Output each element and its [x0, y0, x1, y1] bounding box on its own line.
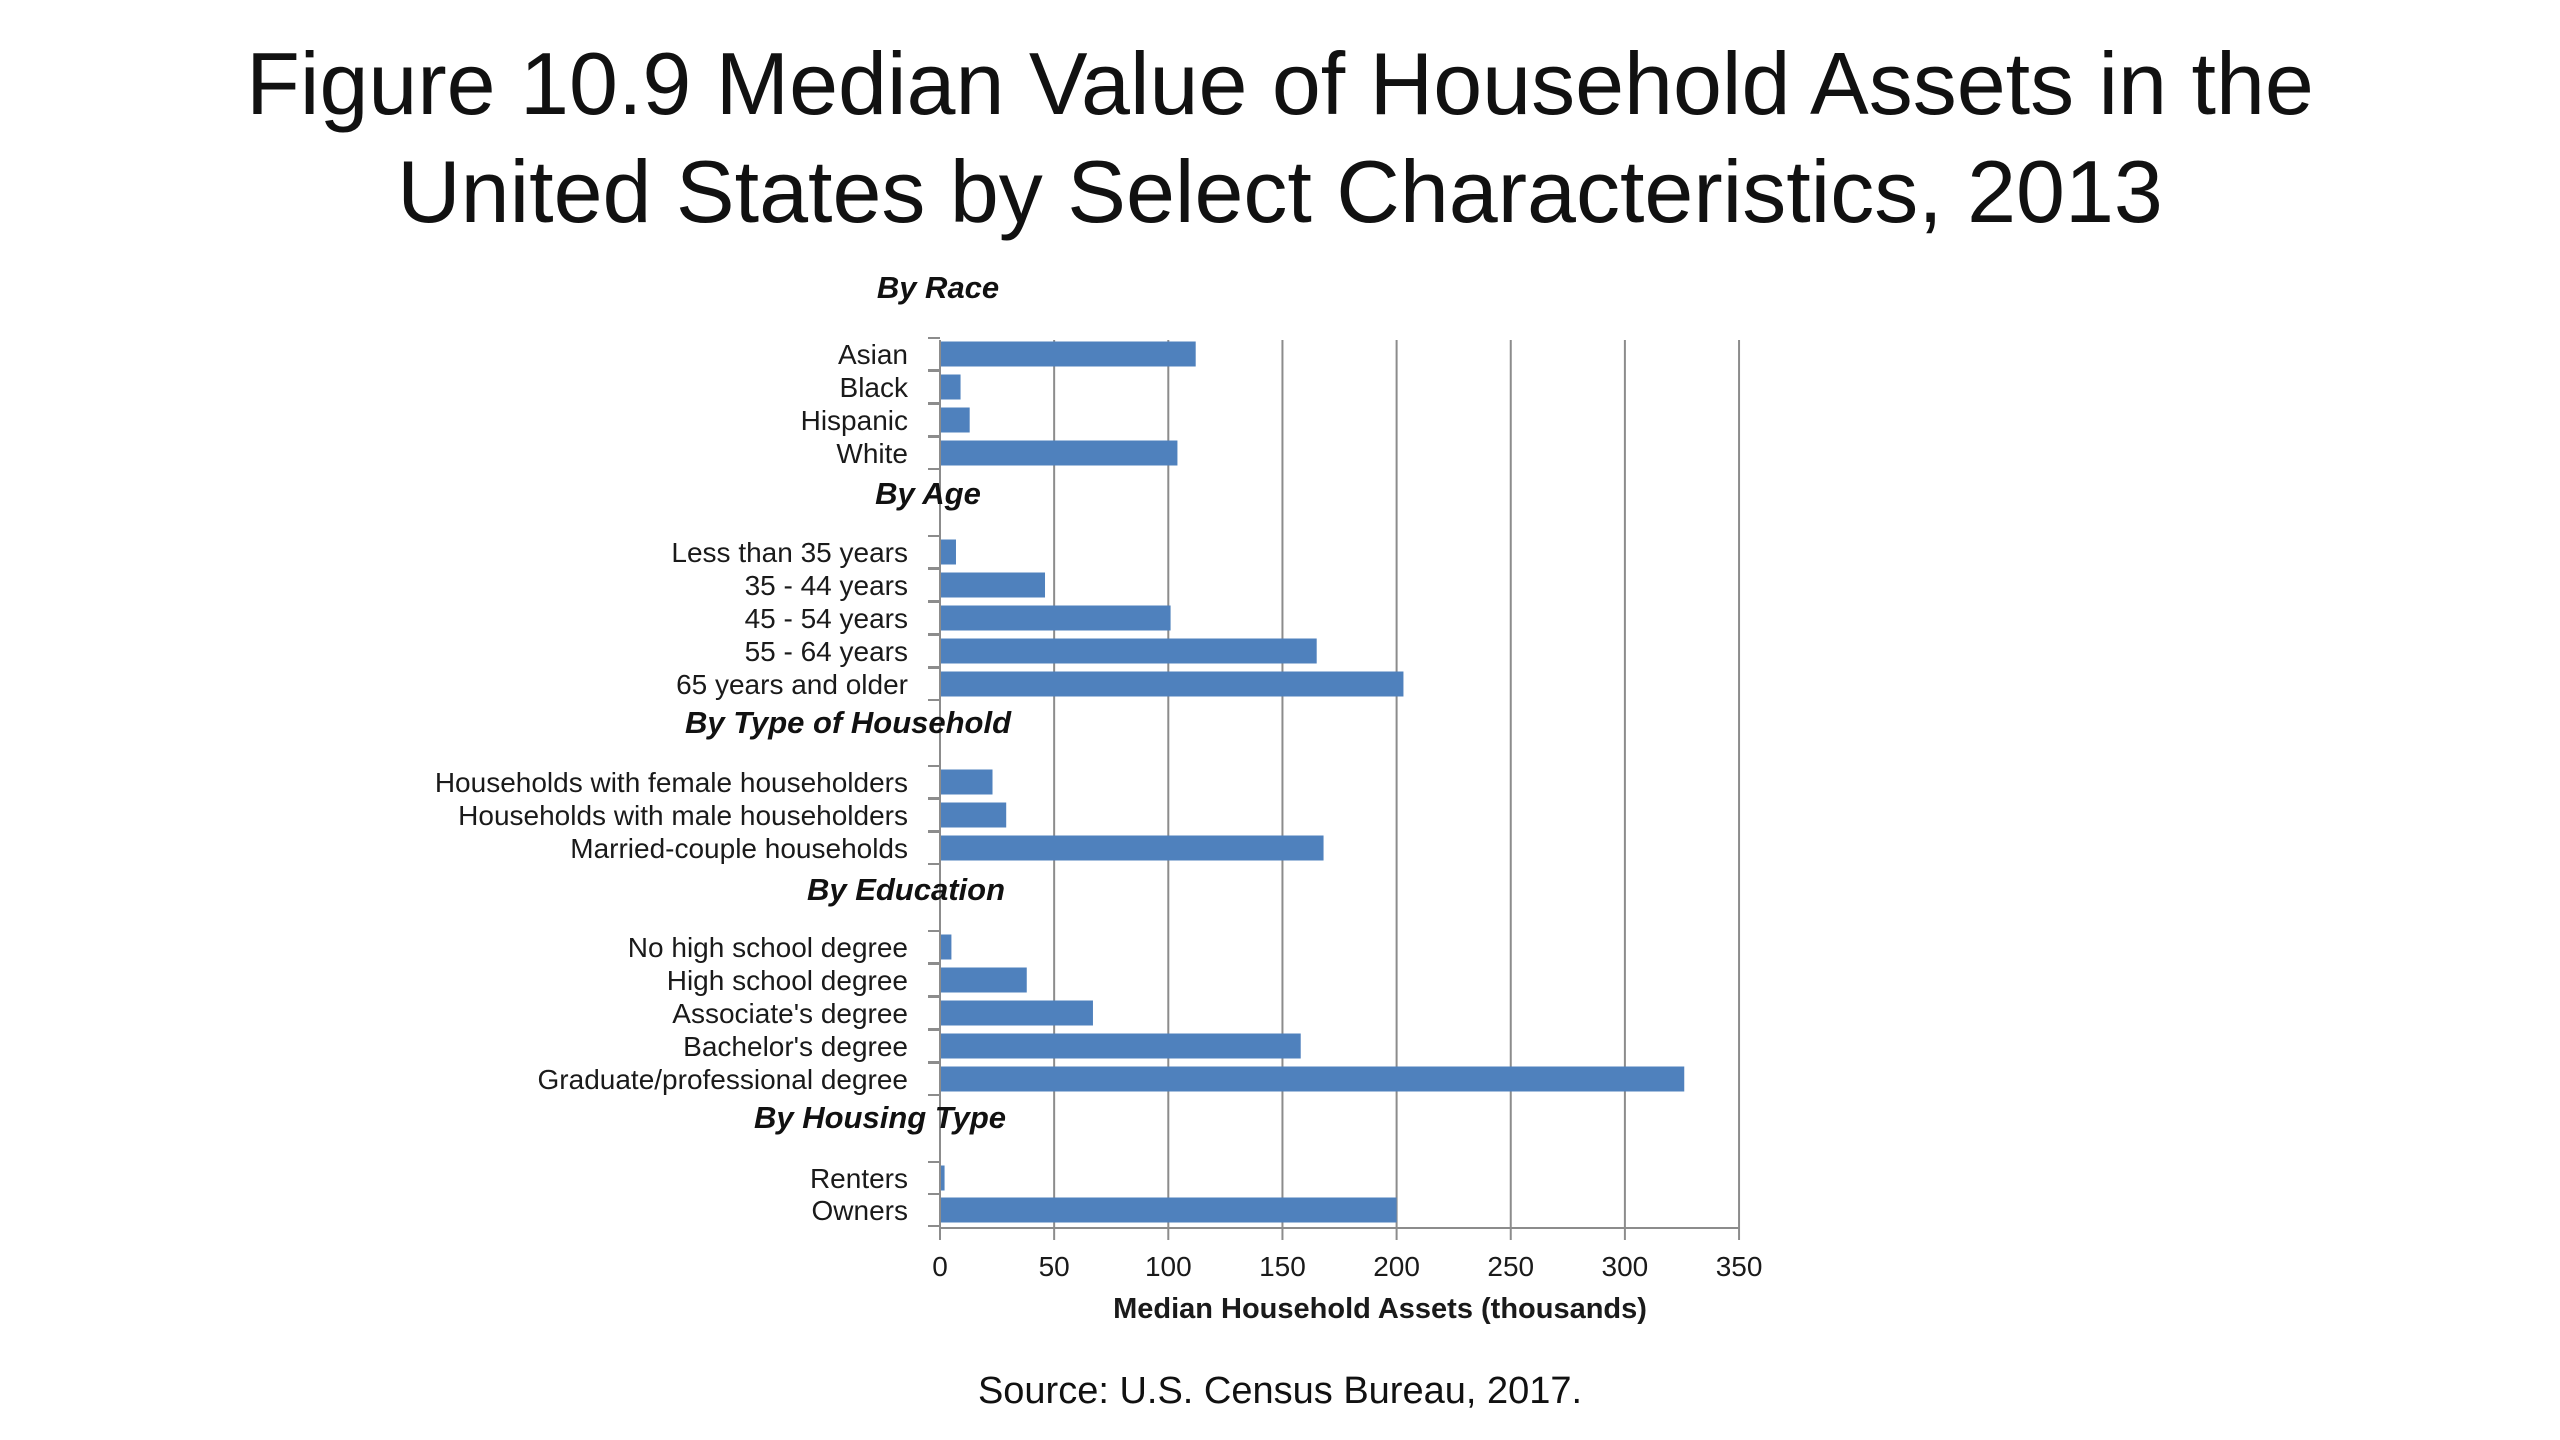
category-label: Households with female householders — [435, 767, 908, 798]
bar — [940, 1197, 1397, 1223]
category-label: Renters — [810, 1163, 908, 1194]
group-heading: By Type of Household — [685, 705, 1012, 740]
category-label: Hispanic — [801, 405, 908, 436]
category-label: Associate's degree — [672, 998, 908, 1029]
x-tick-label: 350 — [1716, 1251, 1763, 1282]
bar — [940, 440, 1178, 466]
bar — [940, 1033, 1301, 1059]
category-label: 45 - 54 years — [745, 603, 908, 634]
bar — [940, 835, 1324, 861]
bar — [940, 374, 961, 400]
category-label: High school degree — [667, 965, 908, 996]
axes — [928, 337, 1741, 1240]
bar — [940, 407, 970, 433]
category-label: Households with male householders — [458, 800, 908, 831]
group-heading: By Age — [875, 476, 981, 511]
category-label: Asian — [838, 339, 908, 370]
bar — [940, 572, 1046, 598]
category-label: 65 years and older — [676, 669, 908, 700]
category-label: Black — [840, 372, 909, 403]
category-label: Less than 35 years — [671, 537, 908, 568]
bar — [940, 671, 1404, 697]
category-label: Married-couple households — [570, 833, 908, 864]
bar — [940, 769, 993, 795]
source-note: Source: U.S. Census Bureau, 2017. — [977, 1370, 1583, 1412]
gridlines — [1053, 340, 1741, 1228]
x-tick-label: 300 — [1602, 1251, 1649, 1282]
bars — [940, 341, 1685, 1223]
slide-title: Figure 10.9 Median Value of Household As… — [0, 30, 2560, 246]
group-heading: By Race — [877, 270, 999, 305]
bar — [940, 341, 1196, 367]
bar — [940, 1165, 945, 1191]
group-heading: By Education — [807, 872, 1005, 907]
bar — [940, 638, 1317, 664]
category-label: No high school degree — [628, 932, 908, 963]
bar — [940, 605, 1171, 631]
x-tick-label: 200 — [1373, 1251, 1420, 1282]
x-tick-label: 50 — [1039, 1251, 1070, 1282]
bar — [940, 934, 952, 960]
category-label: Graduate/professional degree — [538, 1064, 908, 1095]
x-tick-label: 0 — [932, 1251, 948, 1282]
slide-title-line-1: Figure 10.9 Median Value of Household As… — [246, 34, 2314, 133]
slide-title-line-2: United States by Select Characteristics,… — [397, 142, 2163, 241]
category-label: Owners — [812, 1195, 908, 1226]
bar — [940, 539, 956, 565]
x-tick-label: 100 — [1145, 1251, 1192, 1282]
x-axis-title: Median Household Assets (thousands) — [1113, 1293, 1647, 1325]
x-tick-label: 150 — [1259, 1251, 1306, 1282]
bar — [940, 967, 1027, 993]
category-label: White — [836, 438, 908, 469]
category-label: 55 - 64 years — [745, 636, 908, 667]
category-label: Bachelor's degree — [683, 1031, 908, 1062]
bar — [940, 1066, 1685, 1092]
group-heading: By Housing Type — [754, 1100, 1006, 1135]
category-label: 35 - 44 years — [745, 570, 908, 601]
bar — [940, 802, 1007, 828]
x-tick-label: 250 — [1487, 1251, 1534, 1282]
bar — [940, 1000, 1093, 1026]
